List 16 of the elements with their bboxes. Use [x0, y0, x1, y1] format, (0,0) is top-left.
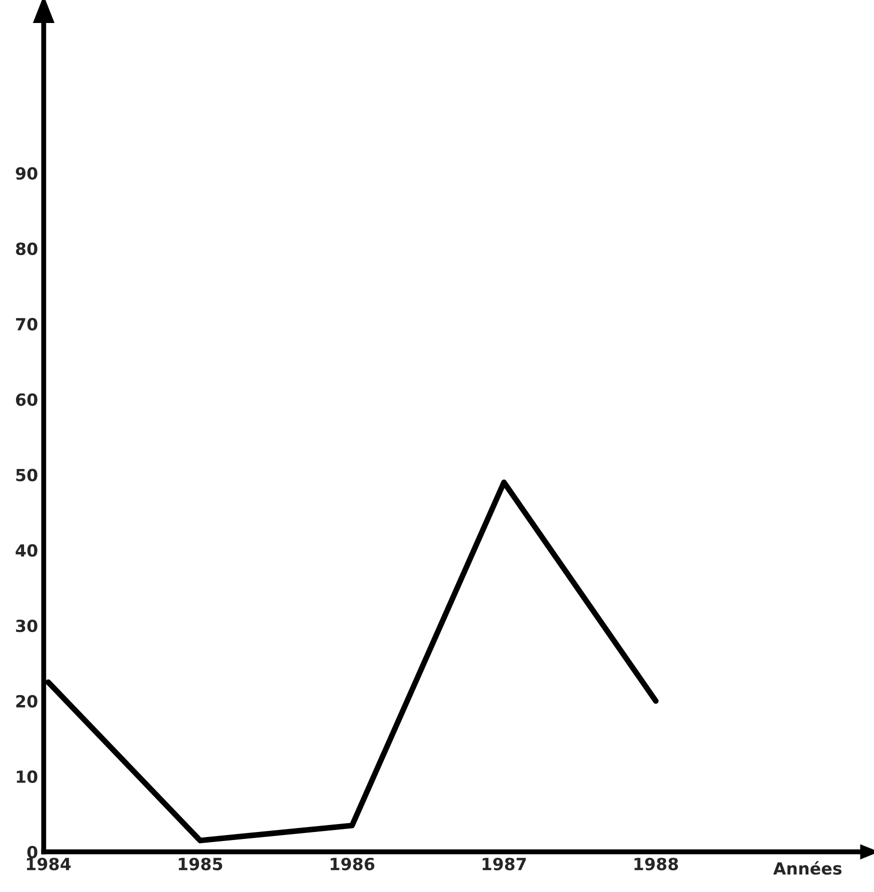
- x-tick-label: 1988: [634, 858, 678, 870]
- y-tick-label: 90: [16, 167, 38, 180]
- x-axis-title: Années: [773, 861, 842, 875]
- x-tick-label: 1984: [26, 858, 71, 870]
- y-tick-label: 80: [16, 242, 38, 256]
- x-tick-label: 1986: [330, 858, 374, 870]
- y-tick-label: 70: [16, 318, 38, 331]
- x-tick-label: 1987: [482, 858, 526, 870]
- y-tick-label: 0: [27, 846, 38, 858]
- y-tick-label: 20: [16, 694, 38, 708]
- y-tick-label: 40: [16, 544, 38, 557]
- y-tick-label: 10: [16, 770, 38, 784]
- x-tick-label: 1985: [178, 858, 222, 870]
- y-tick-label: 30: [16, 620, 38, 632]
- y-tick-label: 50: [16, 468, 38, 482]
- y-tick-label: 60: [16, 393, 38, 406]
